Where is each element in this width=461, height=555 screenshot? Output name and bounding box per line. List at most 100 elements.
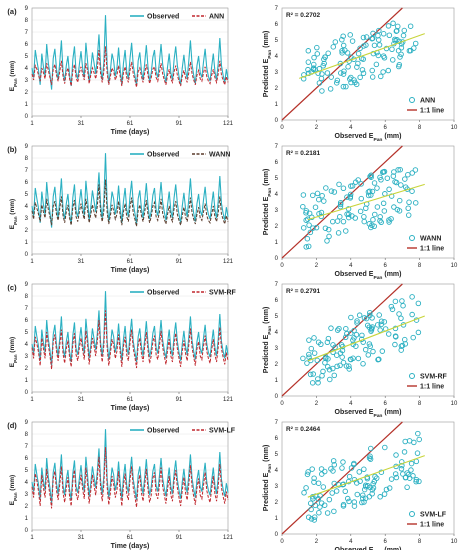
scatter-point xyxy=(404,484,410,491)
scatter-point xyxy=(335,230,342,236)
scatter-point xyxy=(375,37,382,43)
x-tick-label: 121 xyxy=(223,535,234,541)
scatter-point xyxy=(318,500,325,506)
y-tick-label: 3 xyxy=(25,78,29,84)
scatter-point xyxy=(361,466,367,473)
scatter-point xyxy=(330,458,337,464)
scatter-point xyxy=(312,204,319,210)
scatter-point xyxy=(311,335,317,341)
scatter-point xyxy=(308,506,314,513)
scatter-point xyxy=(344,495,351,502)
scatter-point xyxy=(310,192,316,199)
y-tick-label: 2 xyxy=(275,224,279,230)
trend-line xyxy=(307,183,425,221)
x-axis-title: Time (days) xyxy=(111,543,150,550)
y-tick-label: 7 xyxy=(25,30,29,36)
legend-label: Observed xyxy=(147,14,179,21)
scatter-point xyxy=(398,466,405,472)
scatter-point xyxy=(400,32,407,39)
r-squared-label: R² = 0.2702 xyxy=(286,12,321,19)
x-axis-title: Observed EPan (mm) xyxy=(335,409,402,419)
scatter-point xyxy=(375,32,381,39)
y-tick-label: 8 xyxy=(25,18,29,24)
trend-line xyxy=(299,33,425,79)
x-tick-label: 0 xyxy=(280,125,284,131)
scatter-point xyxy=(351,461,357,468)
scatter-point xyxy=(386,32,393,38)
scatter-point xyxy=(370,50,377,57)
legend-label: WANN xyxy=(420,236,441,243)
scatter-point xyxy=(378,318,385,324)
y-tick-label: 2 xyxy=(25,90,29,96)
legend-label: Observed xyxy=(147,428,179,435)
y-tick-label: 0 xyxy=(275,118,279,124)
x-tick-label: 6 xyxy=(384,263,388,269)
x-tick-label: 10 xyxy=(451,401,458,407)
x-tick-label: 61 xyxy=(127,397,134,403)
scatter-point xyxy=(328,325,334,331)
y-axis-title-sub: Pan xyxy=(267,50,273,59)
scatter-point xyxy=(305,59,312,65)
scatter-point xyxy=(365,483,371,489)
scatter-point xyxy=(303,485,309,491)
scatter-point xyxy=(361,218,367,225)
scatter-point xyxy=(398,182,404,188)
y-tick-label: 6 xyxy=(25,318,29,324)
panel-label: (c) xyxy=(7,283,17,292)
scatter-point xyxy=(355,355,362,362)
x-tick-label: 4 xyxy=(349,125,353,131)
series-line-observed xyxy=(31,15,229,90)
scatter-point xyxy=(378,177,384,183)
series-line-ann xyxy=(31,46,229,88)
y-tick-label: 5 xyxy=(275,314,279,320)
scatter-point xyxy=(329,218,336,225)
scatter-point xyxy=(349,38,356,44)
y-axis-title-unit: (mm) xyxy=(263,307,270,326)
scatter-point xyxy=(369,74,376,80)
scatter-point xyxy=(351,77,357,83)
scatter-point xyxy=(392,471,399,477)
scatter-point xyxy=(306,351,312,358)
scatter-point xyxy=(402,438,408,445)
scatter-point xyxy=(320,368,326,375)
y-axis-title-unit: (mm) xyxy=(9,475,16,493)
panel-label: (b) xyxy=(7,145,17,154)
scatter-point xyxy=(361,499,367,505)
y-axis-title: Predicted EPan (mm) xyxy=(263,307,273,374)
scatter-point xyxy=(398,315,404,322)
x-tick-label: 0 xyxy=(280,263,284,269)
scatter-point xyxy=(305,48,312,54)
scatter-point xyxy=(409,188,415,194)
x-tick-label: 0 xyxy=(280,401,284,407)
x-tick-label: 8 xyxy=(418,263,422,269)
scatter-point xyxy=(363,34,370,40)
scatter-point xyxy=(366,455,373,461)
scatter-point xyxy=(409,311,415,318)
scatter-point xyxy=(369,67,375,74)
legend-label: 1:1 line xyxy=(420,522,444,529)
scatter-point xyxy=(392,333,399,339)
y-axis-title: EPan (mm) xyxy=(9,61,18,91)
scatter-point xyxy=(373,61,380,68)
scatter-point xyxy=(366,341,373,347)
scatter-point xyxy=(320,63,326,69)
scatter-point xyxy=(322,225,329,231)
scatter-point xyxy=(332,344,338,351)
scatter-point xyxy=(326,233,332,240)
scatter-point xyxy=(357,208,364,215)
y-tick-label: 1 xyxy=(25,240,29,246)
y-tick-label: 2 xyxy=(25,366,29,372)
scatter-point xyxy=(382,444,388,451)
scatter-point xyxy=(368,328,374,334)
scatter-point xyxy=(338,70,344,76)
scatter-point xyxy=(315,339,322,345)
y-tick-label: 2 xyxy=(275,500,279,506)
legend-label: ANN xyxy=(209,14,224,21)
y-tick-label: 1 xyxy=(25,378,29,384)
scatter-point xyxy=(327,376,333,383)
